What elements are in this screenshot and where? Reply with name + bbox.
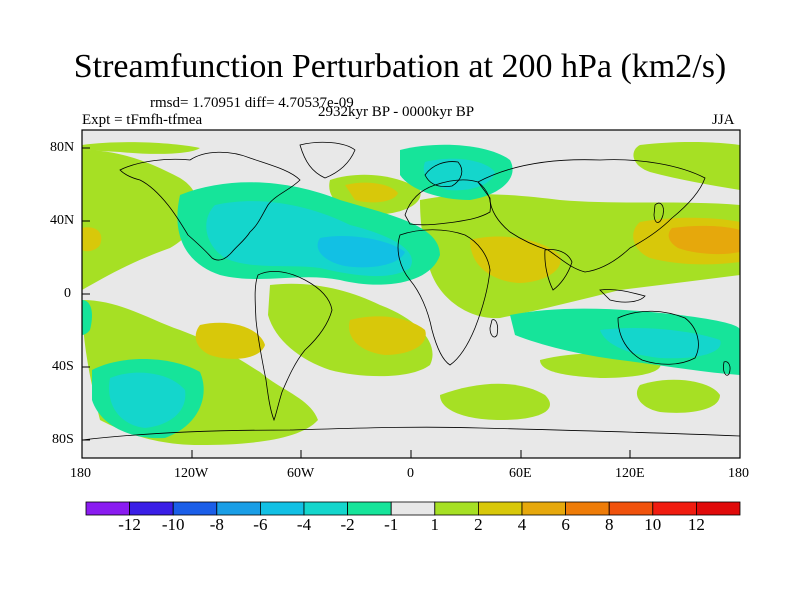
colorbar-swatch — [608, 501, 654, 516]
lat-label-0: 0 — [64, 286, 71, 301]
lat-label-80s: 80S — [52, 432, 74, 447]
field-pos-strong-7 — [345, 182, 398, 203]
lon-label-0: 0 — [407, 466, 414, 481]
colorbar-swatch — [172, 501, 218, 516]
colorbar — [85, 501, 741, 516]
colorbar-swatch — [303, 501, 348, 516]
field-pos-strong-2 — [668, 225, 740, 255]
stats-text: rmsd= 1.70951 diff= 4.70537e-09 — [150, 95, 354, 111]
colorbar-tick-label: 1 — [430, 515, 440, 534]
field-neg-10 — [82, 300, 93, 335]
colorbar-swatch — [521, 501, 566, 516]
field-pos-strong-3 — [470, 236, 561, 283]
coast-greenland — [299, 141, 356, 179]
colorbar-tick-label: -2 — [340, 515, 355, 534]
lon-label-120e: 120E — [615, 466, 645, 481]
experiment-label: Expt = tFmfh-tfmea — [82, 112, 203, 128]
lat-label-40s: 40S — [52, 359, 74, 374]
field-neg-9 — [423, 158, 495, 191]
colorbar-tick-label: 12 — [687, 515, 705, 534]
coast-india — [544, 249, 573, 291]
field-pos-10 — [82, 142, 200, 154]
colorbar-tick-label: 8 — [604, 515, 614, 534]
field-pos-strong-4 — [349, 316, 426, 355]
coast-new-zealand — [723, 361, 731, 376]
coast-australia — [617, 310, 699, 365]
colorbar-tick-label: 6 — [561, 515, 570, 534]
colorbar-tick-label: -8 — [209, 515, 224, 534]
field-pos-5 — [633, 141, 740, 190]
coast-scandinavia — [424, 161, 463, 187]
axis-ticks — [81, 147, 741, 458]
colorbar-tick-label: 4 — [517, 515, 527, 534]
colorbar-swatch — [390, 501, 436, 516]
lon-label-120w: 120W — [174, 466, 209, 481]
field-neg-3 — [317, 235, 405, 268]
contour-fields — [82, 141, 740, 445]
lon-label-180e: 180 — [728, 466, 749, 481]
coast-north-america — [119, 151, 301, 261]
colorbar-tick-label: 10 — [644, 515, 662, 534]
lon-label-180w: 180 — [70, 466, 91, 481]
field-pos-8 — [636, 379, 720, 413]
lon-label-60e: 60E — [509, 466, 532, 481]
lon-label-60w: 60W — [287, 466, 315, 481]
coast-antarctica — [82, 426, 740, 441]
field-neg-5 — [109, 372, 186, 428]
season-label: JJA — [712, 112, 735, 128]
colorbar-tick-label: 2 — [474, 515, 483, 534]
coastlines — [82, 141, 740, 441]
coast-madagascar — [489, 319, 499, 338]
lat-label-80n: 80N — [50, 140, 75, 155]
colorbar-tick-label: -4 — [296, 515, 312, 534]
field-pos-strong-5 — [82, 227, 102, 252]
field-pos-6 — [440, 383, 550, 420]
page-title: Streamfunction Perturbation at 200 hPa (… — [73, 48, 727, 85]
colorbar-tick-label: -12 — [118, 515, 141, 534]
coast-asia — [477, 159, 706, 273]
colorbar-swatch — [347, 501, 392, 516]
colorbar-swatch — [652, 501, 697, 516]
coast-south-america — [254, 270, 333, 422]
colorbar-swatch — [565, 501, 610, 516]
field-pos-1 — [82, 150, 199, 290]
colorbar-swatch — [434, 501, 479, 516]
colorbar-tick-label: -10 — [161, 515, 185, 534]
colorbar-swatch — [696, 501, 741, 516]
period-label: 2932kyr BP - 0000kyr BP — [318, 104, 475, 120]
colorbar-swatch — [259, 501, 305, 516]
colorbar-swatch — [85, 501, 130, 516]
field-pos-strong-6 — [195, 322, 265, 359]
coast-indonesia — [599, 289, 646, 303]
colorbar-tick-label: -6 — [253, 515, 268, 534]
coast-japan — [653, 202, 664, 223]
coast-africa — [397, 229, 491, 366]
colorbar-tick-label: -1 — [384, 515, 399, 534]
colorbar-swatch — [129, 501, 174, 516]
colorbar-swatch — [477, 501, 523, 516]
lat-label-40n: 40N — [50, 213, 75, 228]
colorbar-swatch — [216, 501, 261, 516]
